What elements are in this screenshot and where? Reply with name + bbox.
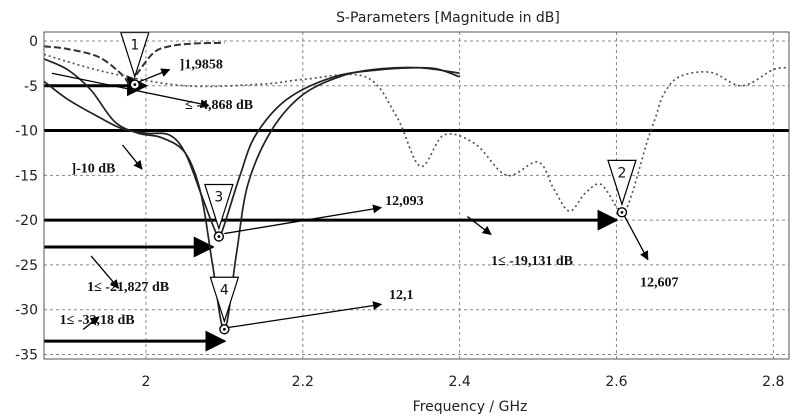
marker-1-dot xyxy=(133,83,137,86)
annotation-f3: 12,093 xyxy=(385,194,424,209)
y-axis-ticks: 0 -5 -10 -15 -20 -25 -30 -35 xyxy=(15,34,38,364)
marker-3-callout xyxy=(204,183,234,231)
x-axis-ticks: 2 2.2 2.4 2.6 2.8 xyxy=(141,374,784,390)
reference-lines xyxy=(44,75,789,352)
annotation-arrow xyxy=(137,68,171,83)
x-tick-label: 2.2 xyxy=(292,374,314,390)
annotation-db1: ≤ -4,868 dB xyxy=(185,98,253,113)
y-tick-label: -5 xyxy=(24,79,38,95)
annotation-arrow xyxy=(227,301,383,329)
marker-4-dot xyxy=(222,327,226,331)
x-tick-label: 2.8 xyxy=(762,374,784,390)
y-tick-label: -10 xyxy=(15,124,38,140)
annotation-db4: 1≤ -32,18 dB xyxy=(60,313,135,328)
marker-2-label: 2 xyxy=(618,165,627,181)
marker-2-dot xyxy=(620,210,624,214)
annotations-group: ]1,9858 ≤ -4,868 dB ]-10 dB 12,093 1≤ -21,82… xyxy=(60,58,679,328)
x-tick-label: 2.4 xyxy=(448,374,470,390)
y-tick-label: -20 xyxy=(15,213,38,229)
y-tick-label: -25 xyxy=(15,258,38,274)
plot-frame xyxy=(43,31,790,360)
marker-1-callout xyxy=(119,31,150,79)
marker-4-callout xyxy=(209,276,240,324)
marker-1-label: 1 xyxy=(130,38,139,54)
arrows-group xyxy=(51,68,649,330)
annotation-arrow xyxy=(51,72,210,109)
marker-2-callout xyxy=(607,159,637,207)
y-tick-label: -35 xyxy=(15,348,38,364)
annotation-db10: ]-10 dB xyxy=(71,162,115,177)
annotation-arrow xyxy=(623,215,649,261)
marker-3-dot xyxy=(217,235,221,238)
annotation-f4: 12,1 xyxy=(389,288,414,303)
series-line-4 xyxy=(43,58,460,331)
annotation-db2: 1≤ -19,131 dB xyxy=(491,254,573,269)
annotation-arrow xyxy=(82,316,100,330)
y-tick-label: -30 xyxy=(15,303,38,319)
annotation-f2: 12,607 xyxy=(640,275,679,290)
annotation-arrow xyxy=(90,255,120,289)
x-axis-label: Frequency / GHz xyxy=(413,399,528,415)
annotation-arrow xyxy=(121,144,143,170)
marker-4-label: 4 xyxy=(220,282,229,298)
x-tick-label: 2.6 xyxy=(605,374,627,390)
marker-3-label: 3 xyxy=(214,190,223,206)
annotation-f1: ]1,9858 xyxy=(180,58,223,73)
markers-group: 1 2 3 4 xyxy=(119,31,637,335)
y-tick-label: 0 xyxy=(29,34,38,50)
series-line-2 xyxy=(43,53,790,214)
annotation-arrow xyxy=(224,204,383,235)
x-tick-label: 2 xyxy=(141,374,150,390)
y-tick-label: -15 xyxy=(15,168,38,184)
chart-title: S-Parameters [Magnitude in dB] xyxy=(336,10,560,26)
series-line-3 xyxy=(43,66,460,238)
annotation-arrow xyxy=(467,216,492,236)
annotation-db3: 1≤ -21,827 dB xyxy=(87,280,169,295)
